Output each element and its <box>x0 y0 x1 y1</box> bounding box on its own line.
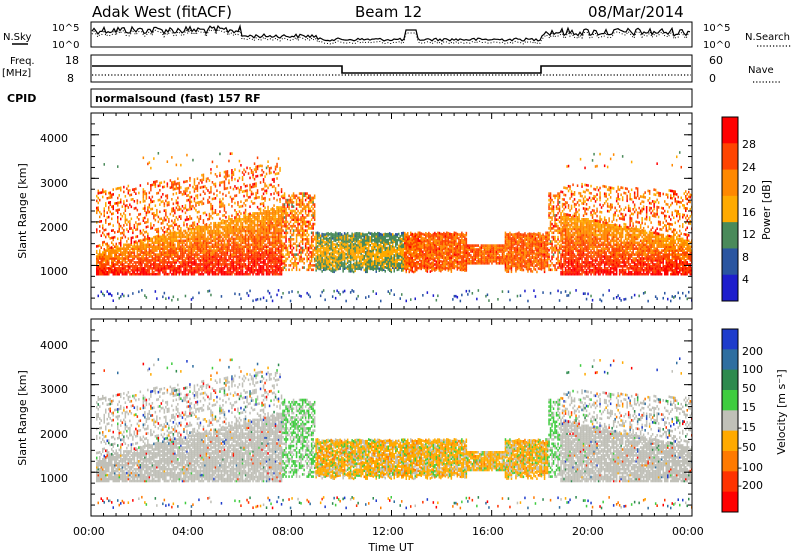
freq-line <box>92 65 691 74</box>
power-cb-swatch <box>722 169 738 197</box>
xlabel: Time UT <box>367 541 413 554</box>
vel-cb-tick-m100: -100 <box>738 461 763 474</box>
power-cb-tick-12: 12 <box>742 228 756 241</box>
vel-cb-swatch <box>722 329 738 350</box>
power-cb-swatch <box>722 143 738 171</box>
vel-cb-label: Velocity [m s⁻¹] <box>775 369 788 454</box>
vel-cb-swatch <box>722 430 738 452</box>
power-cb-tick-8: 8 <box>742 251 749 264</box>
power-cb-tick-16: 16 <box>742 206 756 219</box>
vel-cb-swatch <box>722 471 738 493</box>
xtick-24: 00:00 <box>672 525 704 538</box>
freq-tick-bottom: 8 <box>67 72 74 85</box>
vel-cb-swatch <box>722 369 738 391</box>
cpid-label: CPID <box>7 92 36 105</box>
freq-label-top: Freq. <box>10 56 35 67</box>
cpid-panel: CPID normalsound (fast) 157 RF <box>7 88 693 108</box>
nave-tick-top: 60 <box>709 54 723 67</box>
velocity-data <box>96 357 693 510</box>
nsky-label: N.Sky <box>3 32 31 43</box>
vel-cb-tick-m50: -50 <box>738 441 756 454</box>
power-cb-swatch <box>722 222 738 249</box>
power-cb-tick-24: 24 <box>742 161 756 174</box>
vel-cb-swatch <box>722 349 738 371</box>
vel-ytick-3000: 3000 <box>40 383 68 396</box>
power-ytick-4000: 4000 <box>40 132 68 145</box>
vel-cb-swatch <box>722 491 738 513</box>
vel-ytick-2000: 2000 <box>40 428 68 441</box>
power-ylabel: Slant Range [km] <box>16 163 29 259</box>
vel-cb-swatch <box>722 410 738 432</box>
noise-tick-right-bottom: 10^0 <box>703 40 730 51</box>
power-ytick-3000: 3000 <box>40 177 68 190</box>
vel-cb-tick-15: 15 <box>742 401 756 414</box>
vel-cb-swatch <box>722 390 738 411</box>
power-ytick-2000: 2000 <box>40 221 68 234</box>
power-cb-swatch <box>722 195 738 223</box>
power-colorbar: 28 24 20 16 12 8 4 Power [dB] <box>721 116 773 302</box>
power-data <box>96 151 693 303</box>
vel-cb-tick-m200: -200 <box>738 479 763 492</box>
nsearch-label: N.Search <box>745 32 790 43</box>
noise-tick-left-top: 10^5 <box>52 23 79 34</box>
power-cb-swatch <box>722 248 738 276</box>
vel-cb-swatch <box>722 451 738 472</box>
radar-title: Adak West (fitACF) <box>92 3 232 21</box>
power-cb-tick-20: 20 <box>742 183 756 196</box>
noise-sky-line <box>91 24 691 42</box>
noise-tick-right-top: 10^5 <box>703 23 730 34</box>
xtick-08: 08:00 <box>272 525 304 538</box>
beam-title: Beam 12 <box>355 3 422 21</box>
vel-cb-tick-200: 200 <box>742 345 763 358</box>
noise-tick-left-bottom: 10^0 <box>52 40 79 51</box>
power-cb-label: Power [dB] <box>760 180 773 240</box>
vel-ytick-4000: 4000 <box>40 339 68 352</box>
freq-tick-top: 18 <box>65 54 79 67</box>
freq-panel: Freq. [MHz] 18 8 60 0 Nave <box>2 54 780 85</box>
power-panel: 1000 2000 3000 4000 Slant Range [km] <box>16 112 693 310</box>
xtick-16: 16:00 <box>472 525 504 538</box>
velocity-panel: 1000 2000 3000 4000 Slant Range [km] 00:… <box>16 318 704 554</box>
power-cb-tick-28: 28 <box>742 138 756 151</box>
xtick-20: 20:00 <box>572 525 604 538</box>
power-cb-swatch <box>722 117 738 144</box>
cpid-text: normalsound (fast) 157 RF <box>95 92 261 105</box>
vel-cb-tick-100: 100 <box>742 363 763 376</box>
power-ytick-1000: 1000 <box>40 265 68 278</box>
velocity-colorbar: 200 100 50 15 -15 -50 -100 -200 Velocity… <box>721 328 788 513</box>
power-cb-swatch <box>722 274 738 302</box>
noise-panel: N.Sky 10^5 10^0 10^5 10^0 N.Search <box>3 21 792 51</box>
xtick-12: 12:00 <box>372 525 404 538</box>
vel-ylabel: Slant Range [km] <box>16 370 29 466</box>
xtick-00: 00:00 <box>73 525 105 538</box>
vel-cb-tick-50: 50 <box>742 382 756 395</box>
power-cb-tick-4: 4 <box>742 273 749 286</box>
vel-cb-tick-m15: -15 <box>738 421 756 434</box>
noise-search-line <box>91 27 691 45</box>
nave-label: Nave <box>748 65 774 76</box>
vel-ytick-1000: 1000 <box>40 472 68 485</box>
xtick-04: 04:00 <box>172 525 204 538</box>
nave-tick-bottom: 0 <box>709 72 716 85</box>
date-title: 08/Mar/2014 <box>588 3 684 21</box>
freq-label-bottom: [MHz] <box>2 68 31 79</box>
